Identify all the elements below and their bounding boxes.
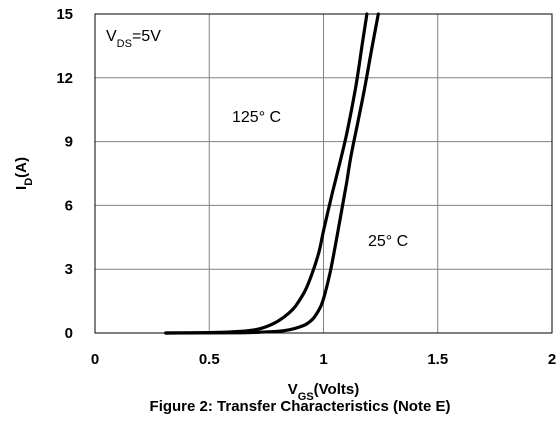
- x-tick-label: 1: [319, 351, 327, 368]
- curves: [164, 12, 380, 335]
- figure-caption: Figure 2: Transfer Characteristics (Note…: [149, 398, 451, 415]
- annotation-25c-background: [362, 227, 436, 254]
- x-axis-label: VGS(Volts): [288, 381, 359, 400]
- vds-annotation-background: [100, 22, 180, 50]
- y-tick-label: 0: [65, 325, 73, 342]
- vds-annotation: VDS=5V: [106, 28, 161, 50]
- annotation-25c: 25° C: [368, 233, 408, 250]
- tick-labels: 0 0.5 1 1.5 2 0 3 6 9 12 15: [56, 6, 556, 368]
- x-tick-label: 0: [91, 351, 99, 368]
- annotation-125c: 125° C: [232, 109, 281, 126]
- gridlines: [94, 13, 553, 334]
- x-tick-label: 0.5: [199, 351, 220, 368]
- y-axis-label: ID(A): [13, 157, 35, 190]
- y-tick-label: 6: [65, 197, 73, 214]
- y-tick-label: 12: [56, 70, 73, 87]
- y-tick-label: 9: [65, 134, 73, 151]
- series-line-25c: [164, 12, 380, 335]
- y-tick-label: 3: [65, 261, 73, 278]
- series-line-125c: [164, 12, 369, 335]
- x-tick-label: 1.5: [427, 351, 448, 368]
- y-tick-label: 15: [56, 6, 73, 23]
- plot-frame: [94, 13, 553, 334]
- transfer-characteristics-chart: 0 0.5 1 1.5 2 0 3 6 9 12 15 VDS=5V 125° C 25° C VG…: [13, 6, 556, 400]
- x-tick-label: 2: [548, 351, 556, 368]
